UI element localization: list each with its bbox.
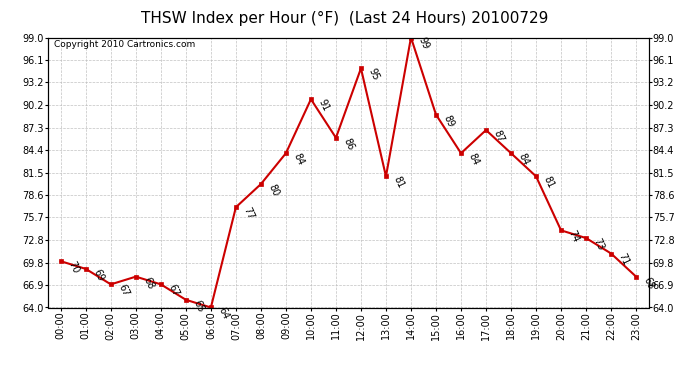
Text: 80: 80	[266, 183, 281, 198]
Text: 70: 70	[66, 260, 81, 275]
Text: 84: 84	[291, 152, 306, 167]
Text: 84: 84	[466, 152, 481, 167]
Text: 77: 77	[241, 206, 256, 221]
Text: 99: 99	[417, 36, 431, 51]
Text: 95: 95	[366, 67, 381, 82]
Text: Copyright 2010 Cartronics.com: Copyright 2010 Cartronics.com	[55, 40, 195, 49]
Text: 65: 65	[191, 298, 206, 314]
Text: 64: 64	[217, 306, 230, 321]
Text: 73: 73	[591, 237, 606, 252]
Text: 89: 89	[442, 113, 456, 129]
Text: 71: 71	[617, 252, 631, 267]
Text: 87: 87	[491, 129, 506, 144]
Text: 81: 81	[542, 175, 556, 190]
Text: 84: 84	[517, 152, 531, 167]
Text: 67: 67	[117, 283, 130, 298]
Text: 74: 74	[566, 229, 581, 244]
Text: 67: 67	[166, 283, 181, 298]
Text: 69: 69	[91, 267, 106, 283]
Text: THSW Index per Hour (°F)  (Last 24 Hours) 20100729: THSW Index per Hour (°F) (Last 24 Hours)…	[141, 11, 549, 26]
Text: 91: 91	[317, 98, 331, 113]
Text: 68: 68	[141, 275, 156, 291]
Text: 81: 81	[391, 175, 406, 190]
Text: 86: 86	[342, 136, 356, 152]
Text: 68: 68	[642, 275, 656, 291]
